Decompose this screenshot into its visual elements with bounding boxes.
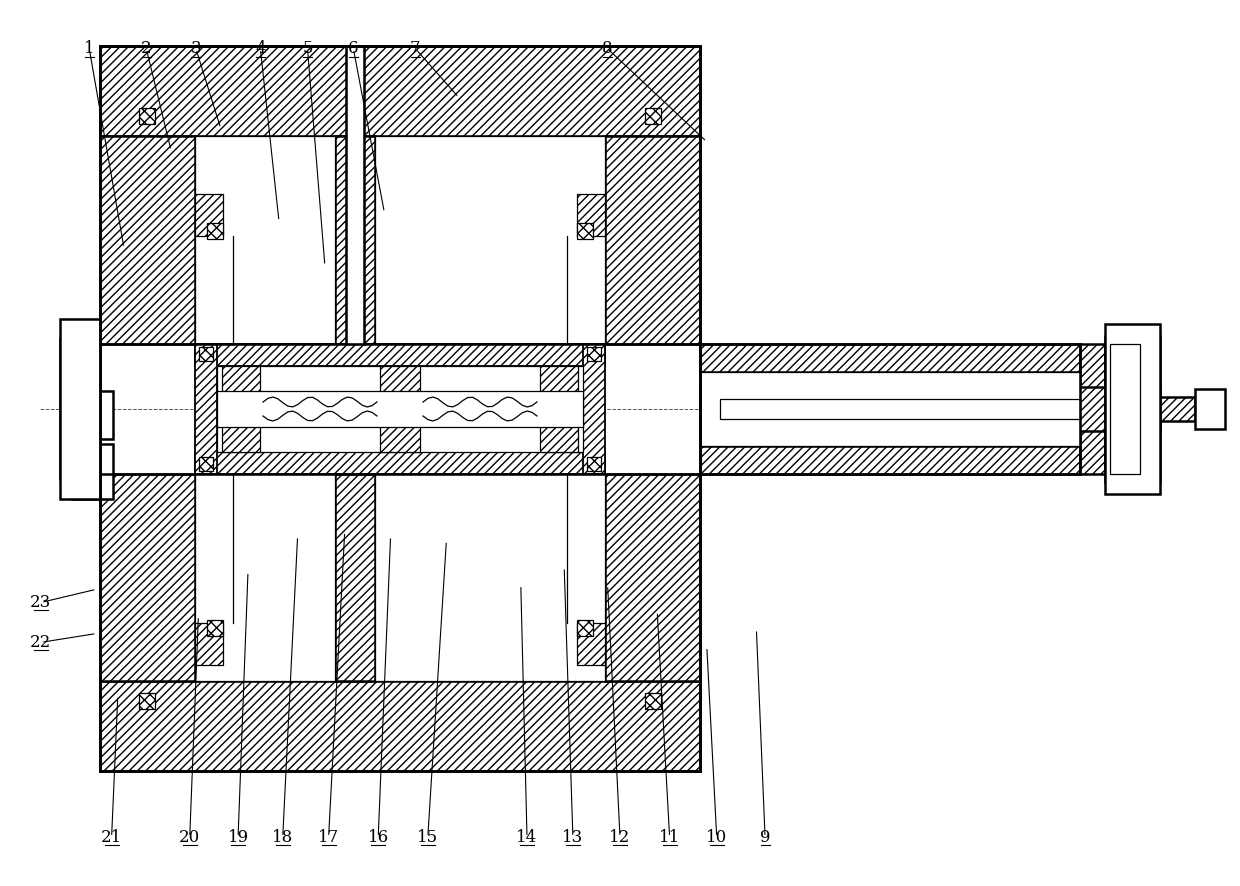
Text: 9: 9: [760, 828, 770, 846]
Bar: [195, 474, 335, 681]
Bar: [100, 46, 701, 771]
Polygon shape: [335, 136, 374, 344]
Bar: [539, 366, 578, 452]
Bar: [701, 344, 1080, 474]
Bar: [195, 136, 335, 344]
Bar: [60, 339, 100, 479]
Bar: [1195, 389, 1225, 429]
Bar: [1080, 344, 1105, 474]
Bar: [207, 620, 223, 636]
Text: 17: 17: [317, 828, 340, 846]
Bar: [645, 693, 661, 709]
Bar: [1110, 344, 1140, 474]
Bar: [701, 372, 1080, 446]
Text: 15: 15: [417, 828, 439, 846]
Text: 3: 3: [191, 40, 201, 58]
Bar: [195, 194, 223, 236]
Text: 22: 22: [30, 633, 52, 651]
Polygon shape: [100, 681, 701, 771]
Text: 4: 4: [255, 40, 265, 58]
Bar: [720, 399, 1080, 419]
Bar: [577, 620, 593, 636]
Text: 11: 11: [658, 828, 681, 846]
Polygon shape: [605, 136, 701, 344]
Polygon shape: [701, 344, 1080, 372]
Bar: [587, 347, 601, 361]
Bar: [198, 457, 213, 471]
Polygon shape: [605, 474, 701, 681]
Text: 21: 21: [100, 828, 123, 846]
Text: 1: 1: [84, 40, 94, 58]
Bar: [346, 46, 365, 344]
Text: 12: 12: [609, 828, 631, 846]
Text: 2: 2: [141, 40, 151, 58]
Text: 18: 18: [272, 828, 294, 846]
Polygon shape: [195, 452, 605, 474]
Polygon shape: [100, 474, 195, 681]
Bar: [701, 387, 1159, 431]
Polygon shape: [335, 474, 374, 681]
Text: 23: 23: [30, 594, 52, 611]
Bar: [1130, 336, 1159, 482]
Bar: [1154, 397, 1195, 421]
Bar: [577, 194, 605, 236]
Bar: [1105, 336, 1140, 482]
Polygon shape: [195, 344, 605, 366]
Bar: [66, 347, 94, 471]
Bar: [195, 623, 223, 665]
Bar: [60, 319, 100, 499]
Text: 8: 8: [603, 40, 613, 58]
Text: 5: 5: [303, 40, 312, 58]
Text: 16: 16: [367, 828, 389, 846]
Bar: [217, 391, 583, 427]
Text: 19: 19: [227, 828, 249, 846]
Bar: [379, 366, 420, 452]
Bar: [222, 366, 260, 452]
Text: 14: 14: [516, 828, 538, 846]
Bar: [577, 223, 593, 239]
Bar: [195, 344, 217, 474]
Bar: [587, 457, 601, 471]
Bar: [374, 136, 605, 344]
Bar: [374, 474, 605, 681]
Bar: [217, 366, 583, 452]
Text: 6: 6: [348, 40, 358, 58]
Bar: [72, 391, 113, 439]
Polygon shape: [100, 136, 195, 344]
Bar: [1105, 324, 1159, 494]
Bar: [139, 108, 155, 124]
Text: 10: 10: [706, 828, 728, 846]
Text: 20: 20: [179, 828, 201, 846]
Bar: [577, 623, 605, 665]
Bar: [207, 223, 223, 239]
Polygon shape: [701, 446, 1080, 474]
Text: 13: 13: [562, 828, 584, 846]
Bar: [583, 344, 605, 474]
Bar: [72, 444, 113, 499]
Text: 7: 7: [410, 40, 420, 58]
Bar: [139, 693, 155, 709]
Polygon shape: [100, 46, 701, 136]
Bar: [645, 108, 661, 124]
Bar: [198, 347, 213, 361]
